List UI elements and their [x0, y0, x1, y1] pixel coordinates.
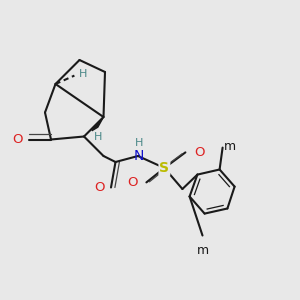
- Text: m: m: [196, 244, 208, 257]
- Text: O: O: [94, 181, 104, 194]
- Text: N: N: [134, 149, 144, 163]
- Text: H: H: [94, 132, 103, 142]
- Text: m: m: [224, 140, 236, 153]
- Text: H: H: [79, 69, 87, 79]
- Text: H: H: [134, 138, 143, 148]
- Polygon shape: [92, 117, 103, 131]
- Text: S: S: [159, 161, 170, 175]
- Text: O: O: [12, 133, 23, 146]
- Text: O: O: [127, 176, 137, 189]
- Text: O: O: [194, 146, 205, 159]
